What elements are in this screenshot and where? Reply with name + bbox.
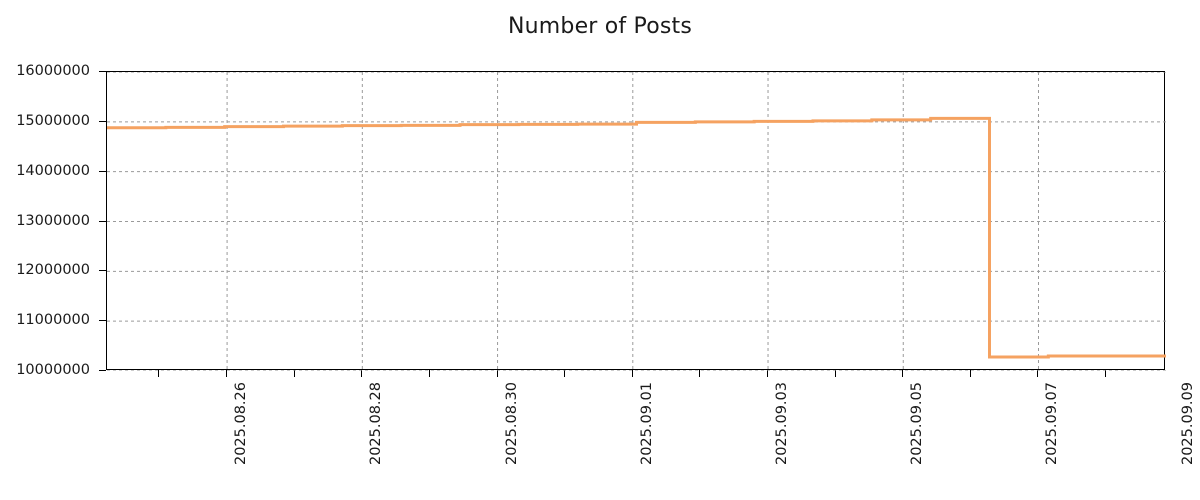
x-axis-tick-label: 2025.08.30 xyxy=(503,382,520,466)
x-axis-tick-mark xyxy=(902,370,904,377)
plot-area xyxy=(106,71,1166,371)
y-axis-tick-label: 14000000 xyxy=(16,162,90,179)
y-axis-tick-label: 15000000 xyxy=(16,112,90,129)
y-axis-tick-mark xyxy=(99,270,106,272)
y-axis-tick-label: 10000000 xyxy=(16,362,90,378)
y-axis-tick-mark xyxy=(99,370,106,371)
y-axis-tick-mark xyxy=(99,71,106,72)
x-axis-tick-mark xyxy=(361,370,363,377)
series-line-path xyxy=(107,116,1166,359)
x-axis-tick-mark xyxy=(226,370,228,377)
x-axis-tick-mark xyxy=(834,370,836,377)
x-axis-tick-label: 2025.09.03 xyxy=(774,382,791,466)
x-axis-tick-mark xyxy=(631,370,633,377)
y-axis-tick-mark xyxy=(99,120,106,122)
y-axis-tick-mark xyxy=(99,320,106,322)
x-axis-tick-mark xyxy=(293,370,295,377)
data-series-number-of-posts xyxy=(107,116,1166,359)
x-axis-tick-mark xyxy=(1105,370,1107,377)
x-axis-tick-mark xyxy=(564,370,566,377)
y-axis-tick-label: 12000000 xyxy=(16,262,90,279)
plot-canvas xyxy=(107,72,1166,371)
y-axis-tick-mark xyxy=(99,170,106,172)
x-axis-tick-label: 2025.09.09 xyxy=(1179,382,1196,466)
x-axis-tick-mark xyxy=(1037,370,1039,377)
y-axis-tick-mark xyxy=(99,220,106,222)
y-axis-tick-label: 16000000 xyxy=(16,63,90,79)
x-axis-tick-mark xyxy=(767,370,769,377)
x-axis-tick-mark xyxy=(428,370,430,377)
x-axis-tick-label: 2025.08.26 xyxy=(233,382,250,466)
x-axis-tick-label: 2025.09.05 xyxy=(909,382,926,466)
x-axis-tick-mark xyxy=(699,370,701,377)
chart-title: Number of Posts xyxy=(507,14,693,39)
x-axis-tick-label: 2025.09.01 xyxy=(638,382,655,466)
x-axis-tick-label: 2025.09.07 xyxy=(1044,382,1061,466)
grid-lines xyxy=(107,72,1166,371)
y-axis-tick-label: 13000000 xyxy=(16,212,90,229)
x-axis-tick-label: 2025.08.28 xyxy=(368,382,385,466)
y-axis-tick-label: 11000000 xyxy=(16,312,90,329)
x-axis-tick-mark xyxy=(496,370,498,377)
x-axis-tick-mark xyxy=(969,370,971,377)
x-axis-tick-mark xyxy=(158,370,160,377)
